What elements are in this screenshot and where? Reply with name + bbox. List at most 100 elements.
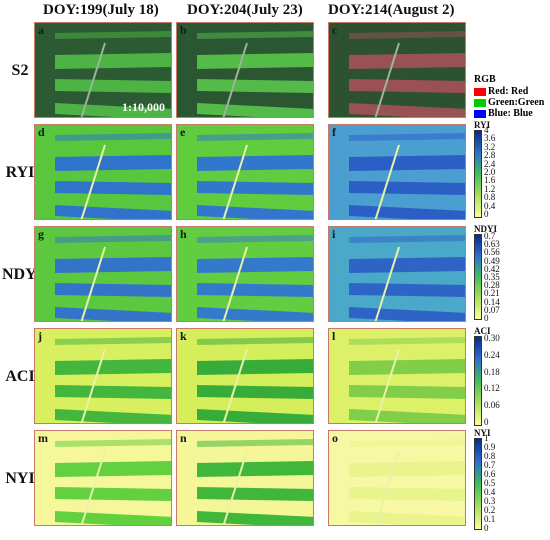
panel-e: e <box>176 124 314 220</box>
panel-h: h <box>176 226 314 322</box>
nyi-tick-label: 0.5 <box>484 478 496 488</box>
panel-h-letter: h <box>180 227 187 241</box>
panel-i: i <box>328 226 466 322</box>
panel-o: o <box>328 430 466 526</box>
nyi-tick-label: 0.7 <box>484 460 496 470</box>
row-label-aci: ACI <box>5 368 35 385</box>
panel-c-field-strip <box>349 31 465 39</box>
panel-f-field-strip <box>349 181 465 195</box>
panel-i-image <box>329 227 465 321</box>
panel-n-image <box>177 431 313 525</box>
panel-j-letter: j <box>38 329 42 343</box>
panel-k-field-strip <box>197 385 313 399</box>
aci-tick-label: 0.24 <box>484 349 500 360</box>
panel-n-road <box>222 450 248 525</box>
panel-l-field-strip <box>349 359 465 375</box>
panel-o-field-strip <box>349 461 465 477</box>
nyi-tick-label: 0.4 <box>484 487 496 497</box>
panel-a-letter: a <box>38 23 44 37</box>
ryi-tick-label: 0 <box>484 209 489 219</box>
ryi-colorbar-title: RYI <box>474 120 491 130</box>
panel-b-image <box>177 23 313 117</box>
panel-f-image <box>329 125 465 219</box>
panel-j: j <box>34 328 172 424</box>
panel-i-field-strip <box>349 235 465 243</box>
nyi-tick-label: 0.2 <box>484 505 496 515</box>
nyi-colorbar-title: NYI <box>474 428 491 438</box>
panel-f-letter: f <box>332 125 336 139</box>
panel-a-road <box>80 42 106 117</box>
aci-tick-label: 0.18 <box>484 366 500 377</box>
panel-f-field-strip <box>349 133 465 141</box>
ndyi-tick-label: 0 <box>484 313 489 323</box>
rgb-legend-green: Green:Green <box>474 97 544 108</box>
panel-g-field-strip <box>55 257 171 273</box>
panel-o-road <box>374 450 400 525</box>
panel-m-letter: m <box>38 431 48 445</box>
panel-k-field-strip <box>197 337 313 345</box>
aci-colorbar <box>474 336 482 426</box>
panel-o-image <box>329 431 465 525</box>
panel-d-field-strip <box>55 155 171 171</box>
ryi-tick-label: 2.4 <box>484 158 496 169</box>
panel-f-field-strip <box>349 155 465 171</box>
nyi-tick-label: 0.8 <box>484 451 496 461</box>
panel-d-image <box>35 125 171 219</box>
panel-j-image <box>35 329 171 423</box>
panel-c: c <box>328 22 466 118</box>
panel-i-field-strip <box>349 283 465 297</box>
red-swatch <box>474 87 486 96</box>
rgb-legend-title: RGB <box>474 74 496 85</box>
panel-h-field-strip <box>197 257 313 273</box>
panel-e-field-strip <box>197 133 313 141</box>
row-label-ndyi: NDYI <box>2 266 43 283</box>
panel-h-road <box>222 246 248 321</box>
panel-a-field-strip <box>55 79 171 93</box>
panel-g-letter: g <box>38 227 44 241</box>
ndyi-tick-label: 0.42 <box>484 263 500 274</box>
nyi-tick-label: 1 <box>484 433 489 443</box>
nyi-tick-label: 0 <box>484 523 489 533</box>
panel-b-field-strip <box>197 79 313 93</box>
panel-e-letter: e <box>180 125 186 139</box>
panel-c-field-strip <box>349 53 465 69</box>
panel-b-field-strip <box>197 53 313 69</box>
panel-f-road <box>374 144 400 219</box>
panel-b-road <box>222 42 248 117</box>
panel-g-field-strip <box>55 283 171 297</box>
panel-b: b <box>176 22 314 118</box>
panel-c-field-strip <box>349 79 465 93</box>
ryi-tick-label: 0.4 <box>484 200 496 211</box>
nyi-tick-label: 0.6 <box>484 469 496 479</box>
ryi-tick-label: 3.6 <box>484 133 496 144</box>
panel-d-field-strip <box>55 133 171 141</box>
panel-c-image <box>329 23 465 117</box>
panel-l-image <box>329 329 465 423</box>
panel-m-field-strip <box>55 439 171 447</box>
panel-d-road <box>80 144 106 219</box>
ryi-colorbar <box>474 130 482 218</box>
panel-l-road <box>374 348 400 423</box>
ndyi-colorbar-title: NDYI <box>474 224 498 234</box>
column-header-doy214: DOY:214(August 2) <box>328 2 455 18</box>
panel-m-field-strip <box>55 487 171 501</box>
panel-a: a 1:10,000 <box>34 22 172 118</box>
ryi-tick-label: 4 <box>484 125 489 135</box>
panel-e-image <box>177 125 313 219</box>
panel-o-letter: o <box>332 431 338 445</box>
panel-d-letter: d <box>38 125 45 139</box>
panel-i-field-strip <box>349 257 465 273</box>
panel-h-field-strip <box>197 283 313 297</box>
panel-k-field-strip <box>197 359 313 375</box>
panel-c-letter: c <box>332 23 338 37</box>
ndyi-tick-label: 0.7 <box>484 231 496 241</box>
panel-i-road <box>374 246 400 321</box>
panel-l: l <box>328 328 466 424</box>
nyi-tick-label: 0.1 <box>484 514 496 524</box>
panel-m-road <box>80 450 106 525</box>
panel-g-image <box>35 227 171 321</box>
panel-g-field-strip <box>55 235 171 243</box>
ndyi-tick-label: 0.07 <box>484 304 500 315</box>
ndyi-tick-label: 0.49 <box>484 255 500 266</box>
ryi-tick-label: 2.0 <box>484 167 496 177</box>
